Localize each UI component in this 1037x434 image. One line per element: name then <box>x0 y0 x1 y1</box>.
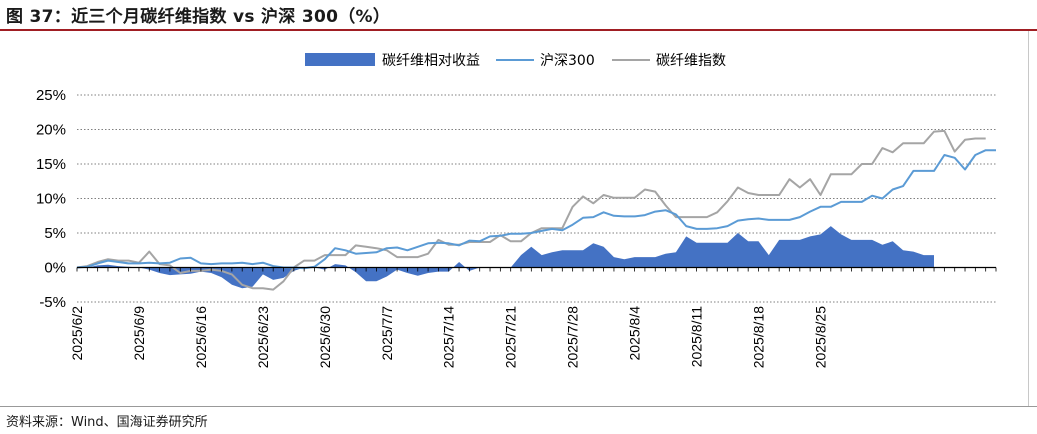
y-tick-label: 25% <box>36 87 66 104</box>
footer-divider <box>0 406 1037 407</box>
x-tick-label: 2025/6/2 <box>69 306 85 361</box>
x-tick-label: 2025/6/9 <box>131 306 147 361</box>
x-tick-labels: 2025/6/2 2025/6/9 2025/6/16 2025/6/23 2025/6… <box>69 306 829 369</box>
x-tick-label: 2025/8/18 <box>751 306 767 368</box>
x-tick-label: 2025/8/4 <box>627 306 643 361</box>
chart-title: 图 37：近三个月碳纤维指数 vs 沪深 300（%） <box>6 7 391 27</box>
hs300-line <box>76 149 996 270</box>
legend-label-relative: 碳纤维相对收益 <box>382 53 480 69</box>
legend-label-hs300: 沪深300 <box>540 53 595 69</box>
x-tick-label: 2025/7/7 <box>379 306 395 361</box>
line-series-layer <box>76 129 996 291</box>
x-tick-label: 2025/8/11 <box>689 306 705 367</box>
y-tick-label: 0% <box>44 260 66 277</box>
relative-return-area-layer <box>77 226 934 289</box>
relative-return-area <box>77 226 934 289</box>
y-tick-labels: 25% 20% 15% 10% 5% 0% -5% <box>36 87 66 311</box>
zero-axis-layer <box>76 266 997 272</box>
x-tick-label: 2025/6/23 <box>255 306 271 368</box>
frame-right-border <box>1028 31 1029 406</box>
x-tick-label: 2025/7/21 <box>503 306 519 368</box>
legend: 碳纤维相对收益 沪深300 碳纤维指数 <box>305 53 726 69</box>
y-tick-label: 5% <box>44 225 66 242</box>
y-tick-label: 20% <box>36 122 66 139</box>
y-tick-label: 15% <box>36 156 66 173</box>
x-tick-label: 2025/7/28 <box>565 306 581 368</box>
x-tick-label: 2025/7/14 <box>441 306 457 368</box>
x-tick-label: 2025/8/25 <box>813 306 829 368</box>
y-tick-label: -5% <box>39 294 66 311</box>
title-divider <box>0 29 1037 31</box>
source-note: 资料来源：Wind、国海证券研究所 <box>6 415 208 430</box>
legend-label-cf-index: 碳纤维指数 <box>656 53 726 69</box>
legend-swatch-relative <box>305 53 375 66</box>
x-tick-label: 2025/6/16 <box>193 306 209 368</box>
x-tick-label: 2025/6/30 <box>317 306 333 368</box>
y-tick-label: 10% <box>36 191 66 208</box>
grid-lines <box>77 94 996 303</box>
